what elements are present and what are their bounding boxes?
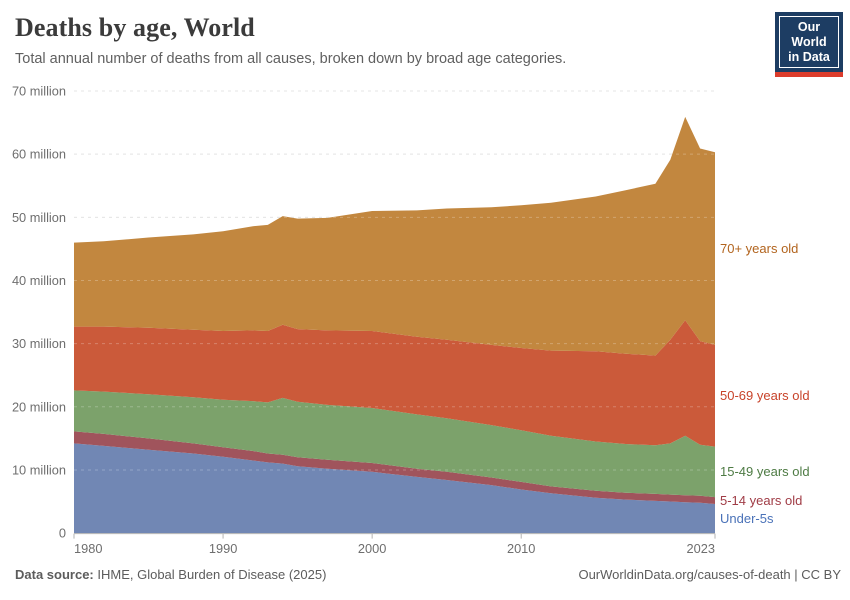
- owid-logo[interactable]: Our World in Data: [775, 12, 843, 78]
- y-axis-label: 50 million: [12, 210, 66, 225]
- y-axis-label: 70 million: [12, 84, 66, 99]
- y-axis-label: 40 million: [12, 273, 66, 288]
- area-5-14-years-old[interactable]: [74, 431, 715, 504]
- chart-title: Deaths by age, World: [15, 13, 255, 42]
- chart-subtitle: Total annual number of deaths from all c…: [15, 51, 567, 67]
- y-axis-label: 60 million: [12, 147, 66, 162]
- series-label-under-5s: Under-5s: [720, 511, 774, 526]
- x-axis-label: 1990: [209, 541, 237, 556]
- owid-logo-line2: in Data: [788, 49, 830, 64]
- x-axis-label: 2010: [507, 541, 535, 556]
- series-label-5-14-years-old: 5-14 years old: [720, 493, 803, 508]
- area-under-5s[interactable]: [74, 443, 715, 534]
- data-source-value: IHME, Global Burden of Disease (2025): [93, 567, 327, 582]
- y-axis-label: 20 million: [12, 399, 66, 414]
- series-label-70-plus-years-old: 70+ years old: [720, 241, 799, 256]
- owid-logo-text: Our World in Data: [779, 16, 839, 69]
- data-source-label: Data source:: [15, 567, 94, 582]
- owid-logo-line1: Our World: [791, 20, 827, 49]
- series-label-50-69-years-old: 50-69 years old: [720, 388, 810, 403]
- y-axis-label: 10 million: [12, 462, 66, 477]
- license-credit[interactable]: OurWorldinData.org/causes-of-death | CC …: [578, 567, 841, 582]
- area-70-plus-years-old[interactable]: [74, 116, 715, 356]
- y-axis-label: 30 million: [12, 336, 66, 351]
- x-axis-label: 2023: [687, 541, 715, 556]
- x-axis-label: 2000: [358, 541, 386, 556]
- y-axis-label: 0: [59, 526, 66, 541]
- area-15-49-years-old[interactable]: [74, 390, 715, 498]
- series-label-15-49-years-old: 15-49 years old: [720, 464, 810, 479]
- x-axis-label: 1980: [74, 541, 102, 556]
- area-50-69-years-old[interactable]: [74, 320, 715, 447]
- data-source: Data source: IHME, Global Burden of Dise…: [15, 567, 326, 582]
